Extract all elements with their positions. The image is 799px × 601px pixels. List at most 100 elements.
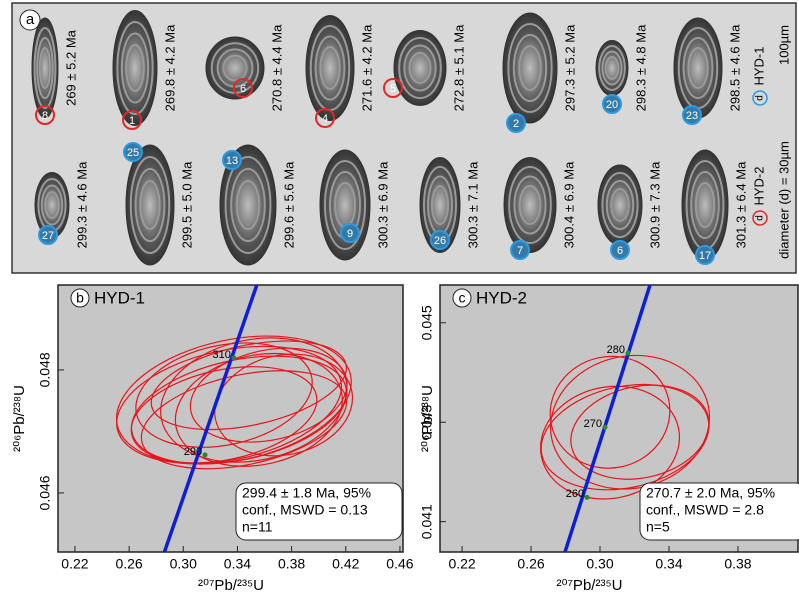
grain-marker (682, 105, 702, 125)
grain-age: 299.3 ± 4.6 Ma (74, 161, 89, 248)
grain-age: 300.9 ± 7.3 Ma (647, 161, 662, 248)
grain-image (518, 45, 542, 91)
grain-image (319, 46, 341, 90)
grain-number: 20 (606, 99, 618, 111)
legend-symbol (752, 90, 768, 106)
grain-image (36, 37, 54, 99)
y-tick-label: 0.043 (419, 405, 435, 440)
x-tick-label: 0.34 (655, 556, 682, 572)
grain-image (507, 23, 553, 113)
grain-image (125, 144, 175, 266)
grain-marker (610, 240, 630, 260)
grain-image (598, 45, 626, 91)
annotation-box (639, 482, 799, 541)
grain-marker (510, 240, 530, 260)
grain-image (403, 44, 437, 92)
grain-age: 272.8 ± 5.1 Ma (451, 24, 466, 111)
grain-number: 26 (434, 235, 446, 247)
x-tick-label: 0.46 (386, 556, 413, 572)
grain-number: 13 (226, 155, 238, 167)
grain-image (512, 34, 548, 102)
grain-image (595, 40, 629, 96)
concordia-age-point (584, 494, 590, 500)
chart-title: HYD-1 (94, 288, 145, 307)
annotation-text: conf., MSWD = 0.13 (242, 502, 368, 518)
grain-marker (695, 245, 715, 265)
y-tick-label: 0.041 (419, 504, 435, 539)
panel-label: b (76, 290, 84, 306)
grain-image (605, 180, 635, 230)
grain-image (205, 36, 265, 100)
panel-label-circle (19, 9, 41, 31)
grain-age: 297.3 ± 5.2 Ma (562, 24, 577, 111)
grain-age: 300.4 ± 6.9 Ma (561, 161, 576, 248)
grain-number: 1 (129, 115, 135, 127)
grain-image (601, 172, 639, 238)
concordia-age-label: 260 (566, 488, 584, 500)
grain-image (222, 54, 248, 82)
x-tick-label: 0.34 (224, 556, 251, 572)
grain-number: 8 (42, 110, 48, 122)
scale-label: 100µm (776, 25, 791, 65)
grain-image (503, 157, 557, 253)
grain-marker (383, 78, 403, 98)
panel-label-circle (452, 288, 472, 308)
grain-image (681, 149, 729, 261)
legend-symbol-label: d (755, 95, 766, 101)
concordia-curve (563, 285, 652, 552)
grain-number: 5 (390, 83, 396, 95)
concordia-age-point (231, 355, 237, 361)
grain-image (38, 47, 52, 89)
plot-content: 290 310 (115, 285, 354, 552)
grain-number: 6 (240, 83, 246, 95)
grain-age: 300.3 ± 7.1 Ma (465, 161, 480, 248)
grain-age: 270.8 ± 4.4 Ma (269, 24, 284, 111)
legend-label: HYD-1 (751, 46, 766, 85)
grain-image (687, 47, 709, 89)
grain-image (518, 185, 542, 225)
grain-age: 299.5 ± 5.0 Ma (179, 161, 194, 248)
y-tick-label: 0.045 (419, 305, 435, 340)
grain-image (129, 156, 171, 254)
y-tick-label: 0.048 (37, 352, 53, 387)
error-ellipse (570, 384, 710, 480)
concordia-age-label: 290 (184, 446, 202, 458)
y-tick-label: 0.046 (37, 475, 53, 510)
grain-image (419, 157, 461, 253)
grain-age: 298.5 ± 4.6 Ma (727, 24, 742, 111)
grain-image (120, 32, 150, 104)
grain-image (502, 12, 558, 124)
grain-age: 269.8 ± 4.2 Ma (162, 24, 177, 111)
concordia-age-label: 280 (607, 344, 625, 356)
grain-image (398, 37, 442, 99)
x-tick-label: 0.38 (278, 556, 305, 572)
grain-age: 271.6 ± 4.2 Ma (359, 24, 374, 111)
grain-marker (35, 105, 55, 125)
grain-age: 299.6 ± 5.6 Ma (281, 161, 296, 248)
x-tick-label: 0.26 (517, 556, 544, 572)
grain-marker (340, 223, 360, 243)
grain-image (604, 56, 620, 80)
concordia-age-point (602, 424, 608, 430)
grain-image (601, 50, 623, 86)
grain-number: 9 (347, 228, 353, 240)
grain-image (508, 166, 552, 244)
grain-marker (222, 150, 242, 170)
error-ellipse (539, 385, 681, 500)
error-ellipse (115, 335, 352, 465)
grain-image (393, 30, 447, 106)
annotation-text: 270.7 ± 2.0 Ma, 95% (646, 485, 775, 501)
x-tick-label: 0.38 (724, 556, 751, 572)
x-tick-label: 0.26 (115, 556, 142, 572)
grain-number: 17 (699, 250, 711, 262)
concordia-age-label: 270 (584, 418, 602, 430)
x-tick-label: 0.30 (170, 556, 197, 572)
grain-number: 7 (517, 245, 523, 257)
grain-image (408, 52, 432, 84)
grain-marker (122, 110, 142, 130)
diameter-label: diameter (d) = 30µm (776, 141, 791, 259)
x-tick-label: 0.22 (448, 556, 475, 572)
legend-label: HYD-2 (751, 166, 766, 205)
grain-image (116, 21, 154, 115)
